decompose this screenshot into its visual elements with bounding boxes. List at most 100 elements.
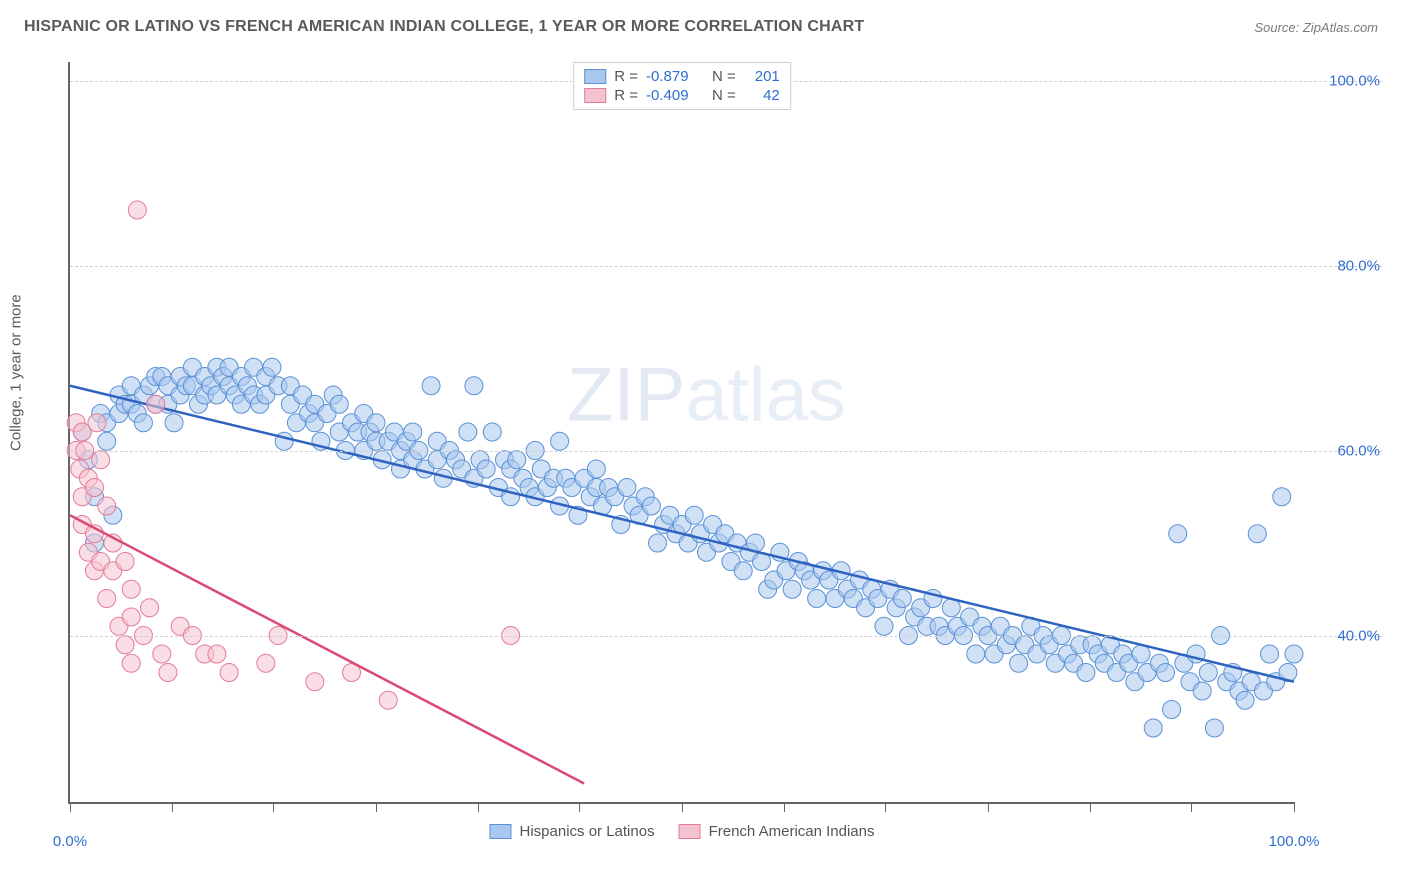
data-point-hispanic: [1199, 664, 1217, 682]
data-point-hispanic: [875, 617, 893, 635]
y-tick-label: 60.0%: [1300, 442, 1380, 459]
plot-container: College, 1 year or more ZIPatlas R =-0.8…: [22, 50, 1384, 852]
x-tick: [1090, 802, 1091, 812]
data-point-hispanic: [1163, 701, 1181, 719]
data-point-french: [122, 654, 140, 672]
x-tick: [579, 802, 580, 812]
legend-r-value: -0.409: [646, 87, 704, 104]
legend-r-label: R =: [614, 87, 638, 104]
legend-stat-row-french: R = -0.409 N = 42: [584, 86, 780, 105]
data-point-french: [116, 636, 134, 654]
data-point-hispanic: [1205, 719, 1223, 737]
y-tick-label: 100.0%: [1300, 72, 1380, 89]
data-point-french: [208, 645, 226, 663]
data-point-hispanic: [808, 590, 826, 608]
trend-line-french: [70, 515, 584, 783]
x-tick: [885, 802, 886, 812]
data-point-hispanic: [1273, 488, 1291, 506]
data-point-hispanic: [330, 395, 348, 413]
data-point-french: [98, 497, 116, 515]
data-point-french: [85, 479, 103, 497]
data-point-hispanic: [1236, 691, 1254, 709]
data-point-hispanic: [98, 432, 116, 450]
legend-n-label: N =: [712, 87, 736, 104]
y-tick-label: 80.0%: [1300, 257, 1380, 274]
data-point-french: [153, 645, 171, 663]
legend-r-label: R =: [614, 68, 638, 85]
data-point-french: [379, 691, 397, 709]
data-point-hispanic: [477, 460, 495, 478]
data-point-hispanic: [642, 497, 660, 515]
data-point-hispanic: [967, 645, 985, 663]
legend-series: Hispanics or Latinos French American Indi…: [490, 823, 875, 840]
x-tick: [1191, 802, 1192, 812]
legend-swatch: [679, 824, 701, 839]
data-point-hispanic: [618, 479, 636, 497]
data-point-french: [159, 664, 177, 682]
legend-swatch: [584, 69, 606, 84]
data-point-hispanic: [649, 534, 667, 552]
data-point-hispanic: [1285, 645, 1303, 663]
data-point-hispanic: [1261, 645, 1279, 663]
data-point-french: [92, 451, 110, 469]
legend-series-item-french: French American Indians: [679, 823, 875, 840]
data-point-hispanic: [551, 432, 569, 450]
data-point-hispanic: [1144, 719, 1162, 737]
legend-r-value: -0.879: [646, 68, 704, 85]
data-point-hispanic: [459, 423, 477, 441]
y-tick-label: 40.0%: [1300, 627, 1380, 644]
scatter-svg: [70, 62, 1294, 802]
gridline: [70, 451, 1382, 452]
x-tick: [70, 802, 71, 812]
data-point-french: [116, 553, 134, 571]
data-point-hispanic: [1248, 525, 1266, 543]
legend-stat-row-hispanic: R =-0.879N =201: [584, 67, 780, 86]
data-point-hispanic: [783, 580, 801, 598]
y-axis-title: College, 1 year or more: [8, 294, 25, 451]
data-point-hispanic: [587, 460, 605, 478]
data-point-hispanic: [685, 506, 703, 524]
data-point-hispanic: [1156, 664, 1174, 682]
x-tick: [478, 802, 479, 812]
data-point-hispanic: [1077, 664, 1095, 682]
data-point-french: [220, 664, 238, 682]
gridline: [70, 266, 1382, 267]
legend-n-label: N =: [712, 68, 736, 85]
data-point-hispanic: [1132, 645, 1150, 663]
data-point-hispanic: [734, 562, 752, 580]
x-tick: [273, 802, 274, 812]
data-point-hispanic: [404, 423, 422, 441]
data-point-hispanic: [1169, 525, 1187, 543]
data-point-hispanic: [422, 377, 440, 395]
x-tick: [376, 802, 377, 812]
data-point-hispanic: [508, 451, 526, 469]
data-point-hispanic: [1193, 682, 1211, 700]
chart-title: HISPANIC OR LATINO VS FRENCH AMERICAN IN…: [24, 18, 864, 36]
legend-stats-box: R =-0.879N =201R =-0.409N =42: [573, 62, 791, 110]
data-point-hispanic: [483, 423, 501, 441]
data-point-hispanic: [263, 358, 281, 376]
x-tick: [1294, 802, 1295, 812]
data-point-french: [257, 654, 275, 672]
source-attribution: Source: ZipAtlas.com: [1254, 20, 1378, 35]
x-tick: [784, 802, 785, 812]
trend-line-hispanic: [70, 386, 1294, 682]
data-point-hispanic: [1010, 654, 1028, 672]
legend-n-value: 42: [744, 87, 780, 104]
data-point-french: [88, 414, 106, 432]
data-point-hispanic: [165, 414, 183, 432]
data-point-french: [122, 580, 140, 598]
data-point-hispanic: [893, 590, 911, 608]
legend-swatch: [584, 88, 606, 103]
legend-series-label: Hispanics or Latinos: [520, 823, 655, 840]
x-tick: [172, 802, 173, 812]
data-point-hispanic: [465, 377, 483, 395]
data-point-french: [128, 201, 146, 219]
legend-series-label: French American Indians: [709, 823, 875, 840]
x-tick-label: 100.0%: [1269, 833, 1320, 850]
data-point-hispanic: [134, 414, 152, 432]
plot-area: ZIPatlas R =-0.879N =201R =-0.409N =42 H…: [68, 62, 1294, 804]
legend-swatch: [490, 824, 512, 839]
gridline: [70, 636, 1382, 637]
x-tick: [682, 802, 683, 812]
